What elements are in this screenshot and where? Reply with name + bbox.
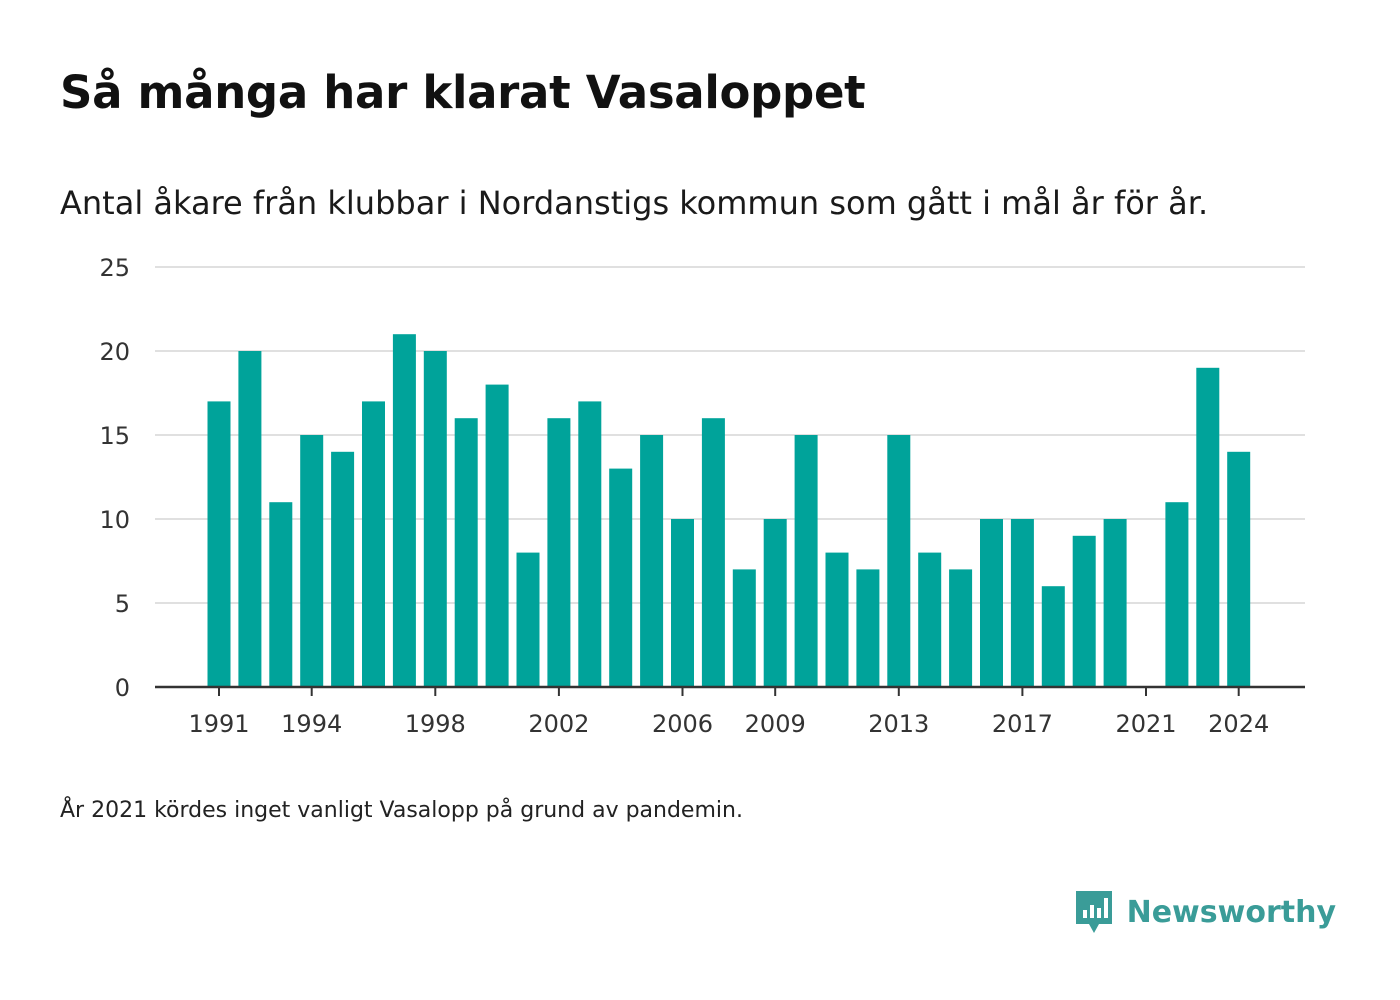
brand-name: Newsworthy <box>1126 894 1336 930</box>
bar-2016 <box>980 519 1003 687</box>
brand[interactable]: Newsworthy <box>1073 888 1336 936</box>
y-tick-label: 15 <box>99 422 130 450</box>
bar-2023 <box>1196 367 1220 687</box>
bar-1996 <box>362 401 385 687</box>
x-tick-label: 2017 <box>992 710 1053 738</box>
y-tick-label: 25 <box>99 254 130 282</box>
bar-2018 <box>1041 586 1065 687</box>
bar-1994 <box>300 435 324 687</box>
bar-1992 <box>238 351 262 687</box>
x-tick-label: 1991 <box>188 710 249 738</box>
bars <box>207 334 1251 687</box>
x-tick-label: 1994 <box>281 710 342 738</box>
bar-1993 <box>269 502 293 687</box>
bar-2014 <box>918 552 942 687</box>
bar-2017 <box>1010 519 1034 687</box>
bar-1998 <box>423 351 447 687</box>
bar-2004 <box>609 468 633 687</box>
newsworthy-logo-icon <box>1075 891 1112 933</box>
bar-2006 <box>671 519 694 687</box>
bar-2007 <box>701 418 725 687</box>
bar-2015 <box>949 569 973 687</box>
bar-1997 <box>392 334 416 687</box>
x-tick-label: 2002 <box>528 710 589 738</box>
bar-chart: 0 5 10 15 20 25 1991 1994 1998 2002 2006 2009 2013 2… <box>99 254 1305 738</box>
bar-2008 <box>732 569 756 687</box>
y-tick-label: 0 <box>115 674 130 702</box>
bar-2020 <box>1103 519 1127 687</box>
bar-2022 <box>1165 502 1189 687</box>
x-tick-label: 2024 <box>1208 710 1269 738</box>
x-axis-ticks: 1991 1994 1998 2002 2006 2009 2013 2017 2021 2024 <box>188 687 1269 738</box>
bar-2024 <box>1227 451 1251 687</box>
bar-2013 <box>887 435 911 687</box>
bar-2000 <box>485 384 509 687</box>
x-tick-label: 1998 <box>405 710 466 738</box>
bar-1995 <box>331 451 355 687</box>
bar-2001 <box>516 552 540 687</box>
x-tick-label: 2006 <box>652 710 713 738</box>
y-tick-label: 20 <box>99 338 130 366</box>
bar-2005 <box>640 435 664 687</box>
bar-1991 <box>207 401 231 687</box>
chart-subtitle: Antal åkare från klubbar i Nordanstigs k… <box>60 184 1209 222</box>
bar-2002 <box>547 418 571 687</box>
footnote: År 2021 kördes inget vanligt Vasalopp på… <box>60 798 743 823</box>
x-tick-label: 2021 <box>1115 710 1176 738</box>
x-tick-label: 2009 <box>745 710 806 738</box>
x-tick-label: 2013 <box>868 710 929 738</box>
y-tick-label: 10 <box>99 506 130 534</box>
bar-2003 <box>578 401 602 687</box>
bar-2009 <box>763 519 787 687</box>
gridlines <box>155 266 1305 604</box>
bar-1999 <box>454 418 478 687</box>
bar-2019 <box>1072 535 1096 687</box>
chart-title: Så många har klarat Vasaloppet <box>60 66 866 119</box>
bar-2012 <box>856 569 880 687</box>
bar-2011 <box>825 552 849 687</box>
bar-2010 <box>794 435 818 687</box>
y-axis-ticks: 0 5 10 15 20 25 <box>99 254 130 702</box>
y-tick-label: 5 <box>115 590 130 618</box>
